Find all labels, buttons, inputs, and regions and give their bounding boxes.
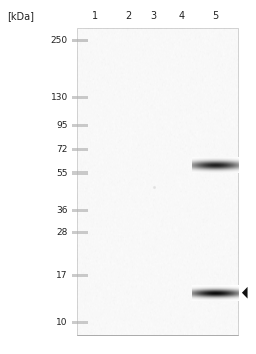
Text: 10: 10 bbox=[56, 318, 68, 327]
Bar bbox=[72, 209, 88, 212]
Bar bbox=[72, 321, 88, 324]
Text: 130: 130 bbox=[51, 93, 68, 102]
Text: 250: 250 bbox=[51, 36, 68, 45]
Text: 72: 72 bbox=[57, 145, 68, 154]
Bar bbox=[72, 230, 88, 234]
Bar bbox=[72, 274, 88, 277]
Text: 3: 3 bbox=[151, 11, 157, 21]
Bar bbox=[77, 28, 238, 335]
Bar bbox=[72, 124, 88, 127]
Text: 5: 5 bbox=[212, 11, 218, 21]
Text: 1: 1 bbox=[92, 11, 98, 21]
Text: 36: 36 bbox=[56, 206, 68, 215]
Bar bbox=[72, 171, 88, 175]
Bar bbox=[72, 96, 88, 99]
Text: 4: 4 bbox=[179, 11, 185, 21]
Text: 2: 2 bbox=[125, 11, 131, 21]
Polygon shape bbox=[242, 287, 248, 298]
Bar bbox=[72, 148, 88, 151]
Bar bbox=[72, 39, 88, 42]
Text: 17: 17 bbox=[56, 271, 68, 280]
Text: 95: 95 bbox=[56, 121, 68, 130]
Text: 55: 55 bbox=[56, 169, 68, 178]
Text: 28: 28 bbox=[57, 228, 68, 236]
Text: [kDa]: [kDa] bbox=[7, 11, 34, 21]
